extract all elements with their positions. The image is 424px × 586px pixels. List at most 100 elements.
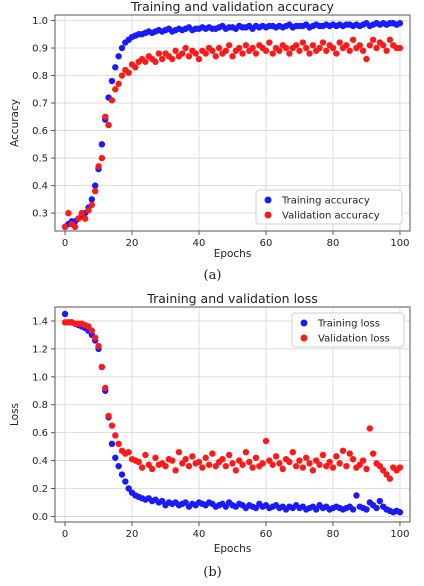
data-point	[85, 207, 92, 214]
data-point	[363, 506, 370, 513]
data-point	[169, 457, 176, 464]
y-axis-label: Accuracy	[9, 99, 21, 147]
data-point	[112, 86, 119, 93]
data-point	[132, 64, 139, 71]
data-point	[329, 44, 337, 52]
data-point	[91, 187, 99, 195]
data-point	[215, 44, 223, 52]
data-point	[376, 497, 384, 505]
y-tick-label: 0.6	[32, 126, 48, 137]
figure-caption: (a)	[204, 268, 222, 283]
data-point	[212, 53, 219, 60]
data-point	[195, 458, 203, 466]
y-tick-label: 1.4	[32, 316, 48, 327]
data-point	[102, 384, 109, 392]
x-tick-label: 40	[193, 529, 206, 540]
data-point	[169, 55, 176, 63]
data-point	[349, 36, 357, 43]
data-point	[162, 462, 169, 470]
data-point	[249, 464, 256, 471]
series-validation-loss	[61, 319, 404, 482]
x-tick-label: 20	[126, 529, 139, 540]
data-point	[373, 44, 380, 52]
data-point	[105, 412, 112, 420]
data-point	[363, 465, 370, 473]
data-point	[262, 47, 270, 54]
data-point	[115, 53, 122, 60]
data-point	[229, 460, 236, 467]
data-point	[333, 50, 340, 57]
data-point	[396, 20, 404, 27]
data-point	[316, 44, 323, 52]
data-point	[269, 50, 276, 57]
y-tick-label: 1.0	[32, 16, 48, 27]
data-point	[396, 464, 404, 471]
data-point	[366, 425, 374, 432]
y-tick-label: 0.6	[32, 428, 48, 439]
data-point	[225, 42, 233, 49]
data-point	[229, 53, 236, 60]
x-tick-label: 80	[327, 529, 340, 540]
data-point	[319, 451, 327, 459]
data-point	[386, 475, 394, 482]
data-point	[125, 69, 132, 76]
y-tick-label: 1.2	[32, 344, 48, 355]
data-point	[299, 464, 307, 471]
data-point	[356, 42, 363, 49]
legend-marker	[264, 211, 272, 219]
data-point	[88, 201, 96, 209]
data-point	[78, 209, 85, 217]
data-point	[235, 44, 243, 52]
data-point	[112, 432, 119, 439]
data-point	[289, 448, 296, 456]
y-tick-label: 0.4	[32, 456, 48, 467]
data-point	[252, 454, 260, 461]
data-point	[179, 50, 186, 57]
data-point	[386, 36, 394, 43]
data-point	[175, 448, 183, 456]
data-point	[142, 451, 149, 459]
data-point	[102, 113, 109, 121]
x-tick-label: 100	[390, 238, 409, 249]
data-point	[296, 457, 303, 464]
data-point	[71, 223, 79, 231]
data-point	[339, 447, 347, 454]
data-point	[306, 50, 313, 57]
data-point	[262, 437, 270, 445]
data-point	[276, 47, 283, 54]
data-point	[266, 39, 273, 46]
data-point	[142, 58, 149, 65]
data-point	[242, 448, 250, 456]
y-tick-label: 0.5	[32, 154, 48, 165]
x-tick-label: 100	[390, 529, 409, 540]
data-point	[172, 467, 179, 474]
data-point	[380, 42, 387, 49]
data-point	[195, 55, 203, 63]
data-point	[95, 342, 102, 350]
data-point	[61, 310, 69, 318]
data-point	[363, 55, 370, 63]
data-point	[319, 39, 327, 46]
legend-frame	[291, 312, 405, 348]
data-point	[296, 47, 303, 54]
data-point	[108, 422, 116, 429]
data-point	[349, 506, 357, 513]
data-point	[336, 39, 343, 46]
data-point	[373, 504, 380, 512]
legend-label: Validation accuracy	[282, 211, 380, 222]
y-tick-label: 0.9	[32, 44, 48, 55]
legend-label: Validation loss	[318, 334, 390, 345]
data-point	[81, 215, 89, 222]
y-tick-label: 0.2	[32, 484, 48, 495]
series-validation-accuracy	[61, 36, 404, 231]
data-point	[396, 509, 404, 516]
data-point	[88, 327, 96, 334]
data-point	[249, 44, 256, 52]
data-point	[65, 209, 72, 217]
data-point	[108, 77, 116, 85]
data-point	[302, 454, 310, 461]
data-point	[346, 47, 353, 54]
data-point	[346, 450, 353, 457]
chart-title: Training and validation accuracy	[130, 0, 334, 14]
